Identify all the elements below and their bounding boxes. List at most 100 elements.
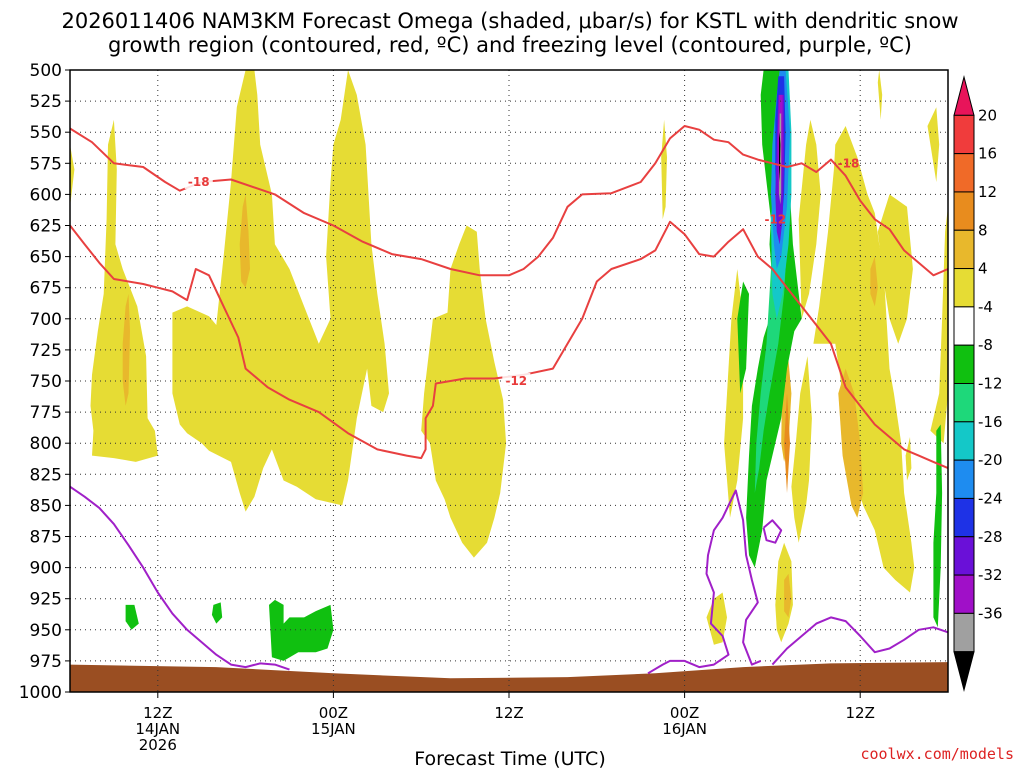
colorbar-bottom-arrow (953, 651, 975, 692)
contours: -18 -12 -18 -12 (69, 125, 949, 675)
omega-region-3 (421, 225, 507, 558)
colorbar-segment-8 (953, 383, 975, 423)
colorbar-label-12: 12 (978, 183, 997, 201)
colorbar-label-20: 20 (978, 106, 997, 124)
colorbar-segment-13 (953, 574, 975, 614)
omega-region-17 (239, 194, 250, 288)
dgz-minus12-label: -12 (505, 374, 527, 388)
omega-region-0 (90, 119, 158, 462)
y-tick-label-550: 550 (30, 123, 62, 143)
omega-region-2 (172, 70, 389, 512)
colorbar-segment-3 (953, 191, 975, 231)
credit-text: coolwx.com/models (860, 745, 1014, 763)
omega-shading (70, 70, 948, 661)
y-tick-label-825: 825 (30, 465, 62, 485)
y-axis: 500 525 550 575 600 625 650 675 700 725 750 775 800 8… (19, 61, 70, 703)
y-tick-label-850: 850 (30, 496, 62, 516)
colorbar-label--4: -4 (978, 298, 993, 316)
omega-region-36 (779, 132, 781, 182)
colorbar-label-16: 16 (978, 145, 997, 163)
omega-region-11 (877, 194, 913, 344)
chart-title-line-1: 2026011406 NAM3KM Forecast Omega (shaded… (61, 9, 958, 33)
dgz-minus12-line (69, 220, 949, 470)
omega-region-22 (784, 393, 790, 493)
y-tick-label-525: 525 (30, 92, 62, 112)
y-tick-label-650: 650 (30, 248, 62, 268)
colorbar-label--12: -12 (978, 375, 1003, 393)
colorbar-segment-1 (953, 114, 975, 155)
omega-region-12 (905, 437, 912, 481)
x-tick-label: 12Z (846, 704, 875, 722)
colorbar-segment-4 (953, 229, 975, 270)
colorbar-segment-9 (953, 421, 975, 461)
y-tick-label-950: 950 (30, 621, 62, 641)
y-tick-label-700: 700 (30, 310, 62, 330)
y-tick-label-1000: 1000 (19, 683, 62, 703)
x-tick-label: 12Z (494, 704, 523, 722)
omega-region-9 (930, 206, 948, 444)
x-tick-label: 15JAN (311, 720, 356, 738)
y-tick-label-925: 925 (30, 590, 62, 610)
dgz-minus18-label: -18 (188, 175, 210, 189)
omega-region-6 (813, 126, 915, 593)
x-tick-label: 16JAN (662, 720, 707, 738)
freezing-level-b-line (647, 489, 762, 675)
x-tick-label: 14JAN (135, 720, 180, 738)
omega-region-16 (122, 293, 130, 406)
y-tick-label-625: 625 (30, 217, 62, 237)
y-tick-label-975: 975 (30, 652, 62, 672)
omega-region-20 (784, 573, 792, 618)
omega-region-5 (706, 592, 727, 645)
x-tick-label: 12Z (143, 704, 172, 722)
colorbar-label--16: -16 (978, 413, 1003, 431)
x-tick-label: 00Z (319, 704, 348, 722)
colorbar-segment-2 (953, 153, 975, 193)
chart-title-line-2: growth region (contoured, red, ºC) and f… (108, 33, 912, 57)
omega-region-8 (877, 70, 883, 120)
omega-region-7 (798, 119, 821, 319)
colorbar-segment-12 (953, 536, 975, 576)
y-tick-label-675: 675 (30, 279, 62, 299)
y-tick-label-725: 725 (30, 341, 62, 361)
freezing-level-line (69, 485, 290, 671)
y-tick-label-600: 600 (30, 185, 62, 205)
colorbar-label-4: 4 (978, 260, 988, 278)
colorbar-segment-14 (953, 612, 975, 653)
y-tick-label-775: 775 (30, 403, 62, 423)
contour-label-extra-0: -18 (838, 156, 860, 170)
freezing-level-d-line (762, 519, 783, 544)
dgz-minus12-label-bg (502, 373, 531, 388)
omega-region-1 (70, 144, 75, 207)
omega-region-27 (211, 602, 223, 624)
colorbar-segment-6 (953, 306, 975, 346)
colorbar-segment-10 (953, 459, 975, 499)
colorbar-top-arrow (953, 75, 975, 116)
y-tick-label-500: 500 (30, 61, 62, 81)
y-tick-label-800: 800 (30, 434, 62, 454)
y-tick-label-750: 750 (30, 372, 62, 392)
colorbar-label--24: -24 (978, 489, 1003, 507)
omega-region-21 (870, 256, 878, 307)
colorbar-label--20: -20 (978, 451, 1003, 469)
omega-region-14 (791, 356, 812, 543)
y-tick-label-900: 900 (30, 559, 62, 579)
x-tick-label: 2026 (139, 736, 177, 754)
colorbar-segment-5 (953, 268, 975, 308)
colorbar-segment-7 (953, 344, 975, 384)
y-tick-label-575: 575 (30, 154, 62, 174)
colorbar: 20 16 12 8 4 -4 -8 -12 -16 -20 -24 -28 -32 -36 (953, 75, 1003, 692)
colorbar-label--8: -8 (978, 336, 993, 354)
dgz-minus18-label-bg (184, 173, 213, 189)
x-tick-label: 00Z (670, 704, 699, 722)
colorbar-label-8: 8 (978, 221, 988, 239)
omega-region-10 (927, 107, 940, 182)
omega-region-28 (933, 424, 943, 628)
ground-fill (70, 662, 948, 692)
omega-region-25 (269, 599, 334, 661)
colorbar-label--36: -36 (978, 604, 1003, 622)
omega-region-26 (125, 604, 139, 630)
colorbar-segment-11 (953, 497, 975, 538)
colorbar-label--32: -32 (978, 566, 1003, 584)
